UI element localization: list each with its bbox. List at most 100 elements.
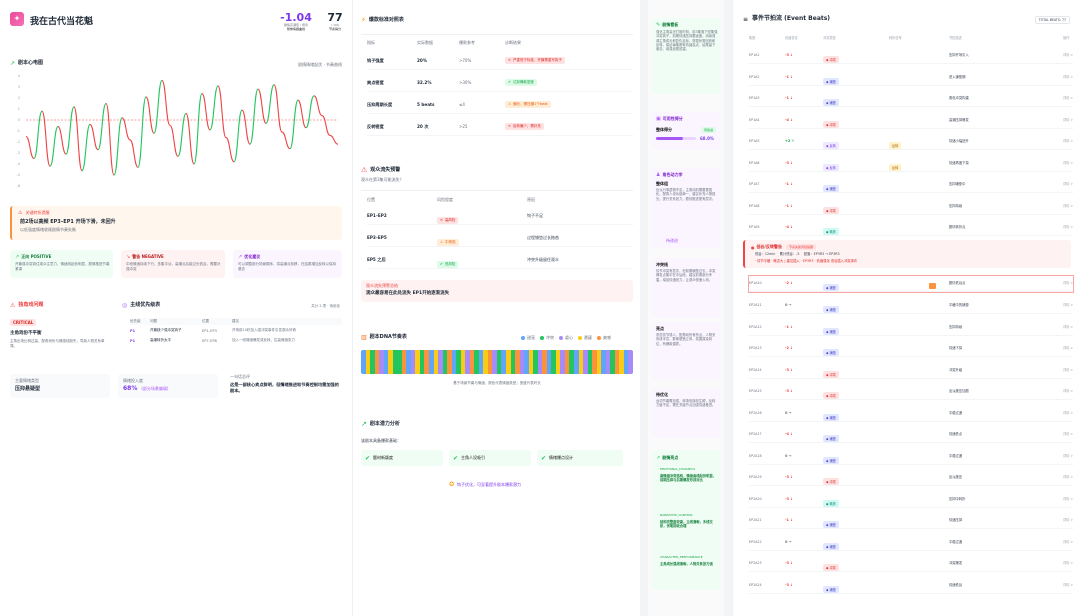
event-detail-link[interactable]: 详情 > [1062,139,1074,144]
event-desc: 平稳过渡 [948,539,963,544]
event-row[interactable]: EP2A14 -3 ↓ ◆冲突 冲突升级 详情 > [749,363,1073,379]
event-row[interactable]: EP2A19 -3 ↓ ◆冲突 反派施压 详情 > [749,470,1073,486]
table-row[interactable]: 钩子强度 20% >70% ✕ 严重低于标准，开篇需重写钩子 [367,52,633,70]
dna-segment [496,350,502,374]
event-detail-link[interactable]: 详情 > [1062,303,1074,308]
dna-segment [542,350,547,374]
event-detail-link[interactable]: 详情 > [1062,346,1074,351]
total-beats-badge: TOTAL BEATS: 77 [1034,16,1070,24]
emotion-segment [313,95,323,117]
type-icon: ◆ [826,544,829,549]
dna-segment [428,350,434,374]
type-icon: ◆ [826,523,829,527]
emotion-segment [241,109,251,145]
event-row[interactable]: EP1A4 -4 ↓ ◆冲突 高潮压抑爆发 详情 > [749,113,1073,129]
event-delta: +2 ↑ [785,139,795,144]
event-detail-link[interactable]: 详情 > [1062,496,1074,501]
event-desc: 情绪再度下探 [948,160,969,165]
event-detail-link[interactable]: 详情 > [1062,410,1074,415]
dna-segment [419,350,425,374]
dna-segment [519,350,525,374]
event-detail-link[interactable]: 详情 > [1062,96,1074,101]
type-icon: ◆ [826,329,829,334]
event-row[interactable]: EP1A2 -1 ↓ ◆铺垫 进入铺垫期 详情 > [749,70,1073,86]
risk-icon: ⚠ [440,240,444,244]
dna-segment [506,350,511,374]
rhythm-verdict-badge: ⚠ 偏长，需压缩1个beat [505,101,551,108]
event-detail-link[interactable]: 详情 > [1062,182,1074,187]
event-detail-link[interactable]: 详情 > [1062,160,1074,165]
table-row[interactable]: 爽点密度 32.2% >30% ✔ 达到爆款密度 [367,74,633,92]
dna-segment [415,350,420,374]
table-row[interactable]: EP5 之后 ✔ 低风险 冲突升级留住观众 [367,251,633,269]
event-detail-link[interactable]: 详情 > [1062,518,1074,523]
event-row[interactable]: EP2A21 -1 ↓ ◆铺垫 情绪压抑 详情 > [749,513,1073,529]
event-row[interactable]: EP1A7 -1 ↓ ◆铺垫 压抑铺垫中 详情 > [749,177,1073,193]
monologue-item-text: 主角出场比例过高，配角戏份与情感线缺失，导致人物关系单薄。 [10,339,105,348]
event-detail-link[interactable]: 详情 > [1062,53,1074,58]
event-row[interactable]: EP1A6 -3 ↓ ◆反转 反转 情绪再度下探 详情 > [749,156,1073,172]
event-detail-link[interactable]: 详情 > [1062,117,1074,122]
table-row[interactable]: EP3–EP5 ⚠ 中风险 过程铺垫过长拖沓 [367,229,633,247]
y-tick-label: -1 [17,129,21,133]
event-detail-link[interactable]: 详情 > [1062,324,1074,329]
event-detail-link[interactable]: 详情 > [1062,561,1074,566]
event-row[interactable]: EP1A9 -4 ↓ ◆转折 剧情转折点 详情 > [749,220,1073,236]
event-ep: EP1A3 [749,96,760,101]
event-row[interactable]: EP2A22 0 → ◆铺垫 平稳过渡 详情 > [749,535,1073,551]
event-detail-link[interactable]: 详情 > [1062,453,1074,458]
table-row[interactable]: 压抑周期长度 5 beats ≤4 ⚠ 偏长，需压缩1个beat [367,96,633,114]
event-row[interactable]: EP2A12 -1 ↓ ◆铺垫 压抑持续 详情 > [749,320,1073,336]
emotion-segment [129,139,139,168]
event-row[interactable]: EP2A18 0 → ◆铺垫 平稳过渡 详情 > [749,449,1073,465]
event-row[interactable]: EP2A20 -3 ↓ ◆转折 压抑中转折 详情 > [749,492,1073,508]
type-icon: ◆ [826,58,829,62]
event-row[interactable]: EP2A13 -2 ↓ ◆铺垫 情绪下探 详情 > [749,341,1073,357]
event-detail-link[interactable]: 详情 > [1062,281,1074,286]
event-detail-link[interactable]: 详情 > [1062,389,1074,394]
event-row[interactable]: EP2A11 0 → ◆铺垫 平缓中的铺垫 详情 > [749,298,1073,314]
dna-segment [392,350,398,374]
event-row[interactable]: EP1A1 -3 ↓ ◆冲突 压抑开场引入 详情 > [749,48,1073,64]
event-row[interactable]: EP1A8 -1 ↓ ◆冲突 压抑持续 详情 > [749,199,1073,215]
event-detail-link[interactable]: 详情 > [1062,74,1074,79]
rhythm-actual: 5 beats [417,101,435,107]
event-row[interactable]: EP2A23 -3 ↓ ◆冲突 冲突爆发 详情 > [749,556,1073,572]
emotion-segment [145,96,155,134]
event-type-badge: ◆铺垫 [823,77,839,85]
risk-level-badge: ✕ 高风险 [437,217,459,224]
turning-point-alert: ⚠ 关键转折提醒 前2场以高频 EP3–EP1 开场下滑，未回升 以低强度情绪收… [10,206,342,240]
table-row[interactable]: P1 开篇缺少强冲突钩子 EP1–EP3 开场前10秒加入强冲突事件引发观众好奇 [130,328,342,333]
event-detail-link[interactable]: 详情 > [1062,475,1074,480]
event-type-badge: ◆冲突 [823,564,839,571]
event-row[interactable]: EP1A3 -1 ↓ ◆铺垫 角色冲突构建 详情 > [749,91,1073,107]
event-delta: -1 ↓ [785,203,794,208]
event-row[interactable]: EP2A17 -4 ↓ ◆铺垫 情绪低点 详情 > [749,427,1073,443]
verdict-icon: ⚠ [508,102,512,106]
table-row[interactable]: EP1–EP2 ✕ 高风险 钩子不足 [367,207,633,225]
event-detail-link[interactable]: 详情 > [1062,203,1074,208]
event-detail-link[interactable]: 详情 > [1062,539,1074,544]
table-row[interactable]: P1 高潮转折太平 EP7–EP8 加入一段情绪爆发或反转，拉高情绪张力 [130,338,342,343]
character-hint: 待改进 [666,238,678,243]
event-row[interactable]: EP2A15 -3 ↓ ◆冲突 反派施压加剧 详情 > [749,384,1073,400]
event-row[interactable]: EP1A10 -2 ↓ ◆铺垫 剧情低谷点 详情 > [748,275,1074,293]
event-row[interactable]: EP1A5 +2 ↑ ◆反转 反转 情绪小幅回升 详情 > [749,134,1073,150]
monologue-item-title: 主角戏份不平衡 [10,331,42,336]
rh-ref: 爆款参考 [459,40,475,45]
tip-bulb-icon: ↗ [238,254,243,260]
summary-verdict-value: 这是一部核心卖点鲜明，但情绪推进和节奏控制均需加强的剧本。 [230,382,339,393]
dna-segment [388,350,393,374]
table-row[interactable]: 反转密度 20 次 >25 ✕ 反转偏少，需补充 [367,118,633,136]
event-row[interactable]: EP2A24 -3 ↓ ◆铺垫 情绪低谷 详情 > [749,578,1073,594]
rhythm-ref: >25 [459,123,468,129]
event-detail-link[interactable]: 详情 > [1062,582,1074,587]
legend-item: 爽感 [597,335,611,340]
event-row[interactable]: EP2A16 0 → ◆铺垫 平稳过渡 详情 > [749,406,1073,422]
event-detail-link[interactable]: 详情 > [1062,367,1074,372]
emotion-segment [153,79,163,134]
event-detail-link[interactable]: 详情 > [1062,225,1074,230]
event-type-badge: ◆转折 [823,228,839,235]
dna-segment [605,350,611,374]
event-detail-link[interactable]: 详情 > [1062,432,1074,437]
